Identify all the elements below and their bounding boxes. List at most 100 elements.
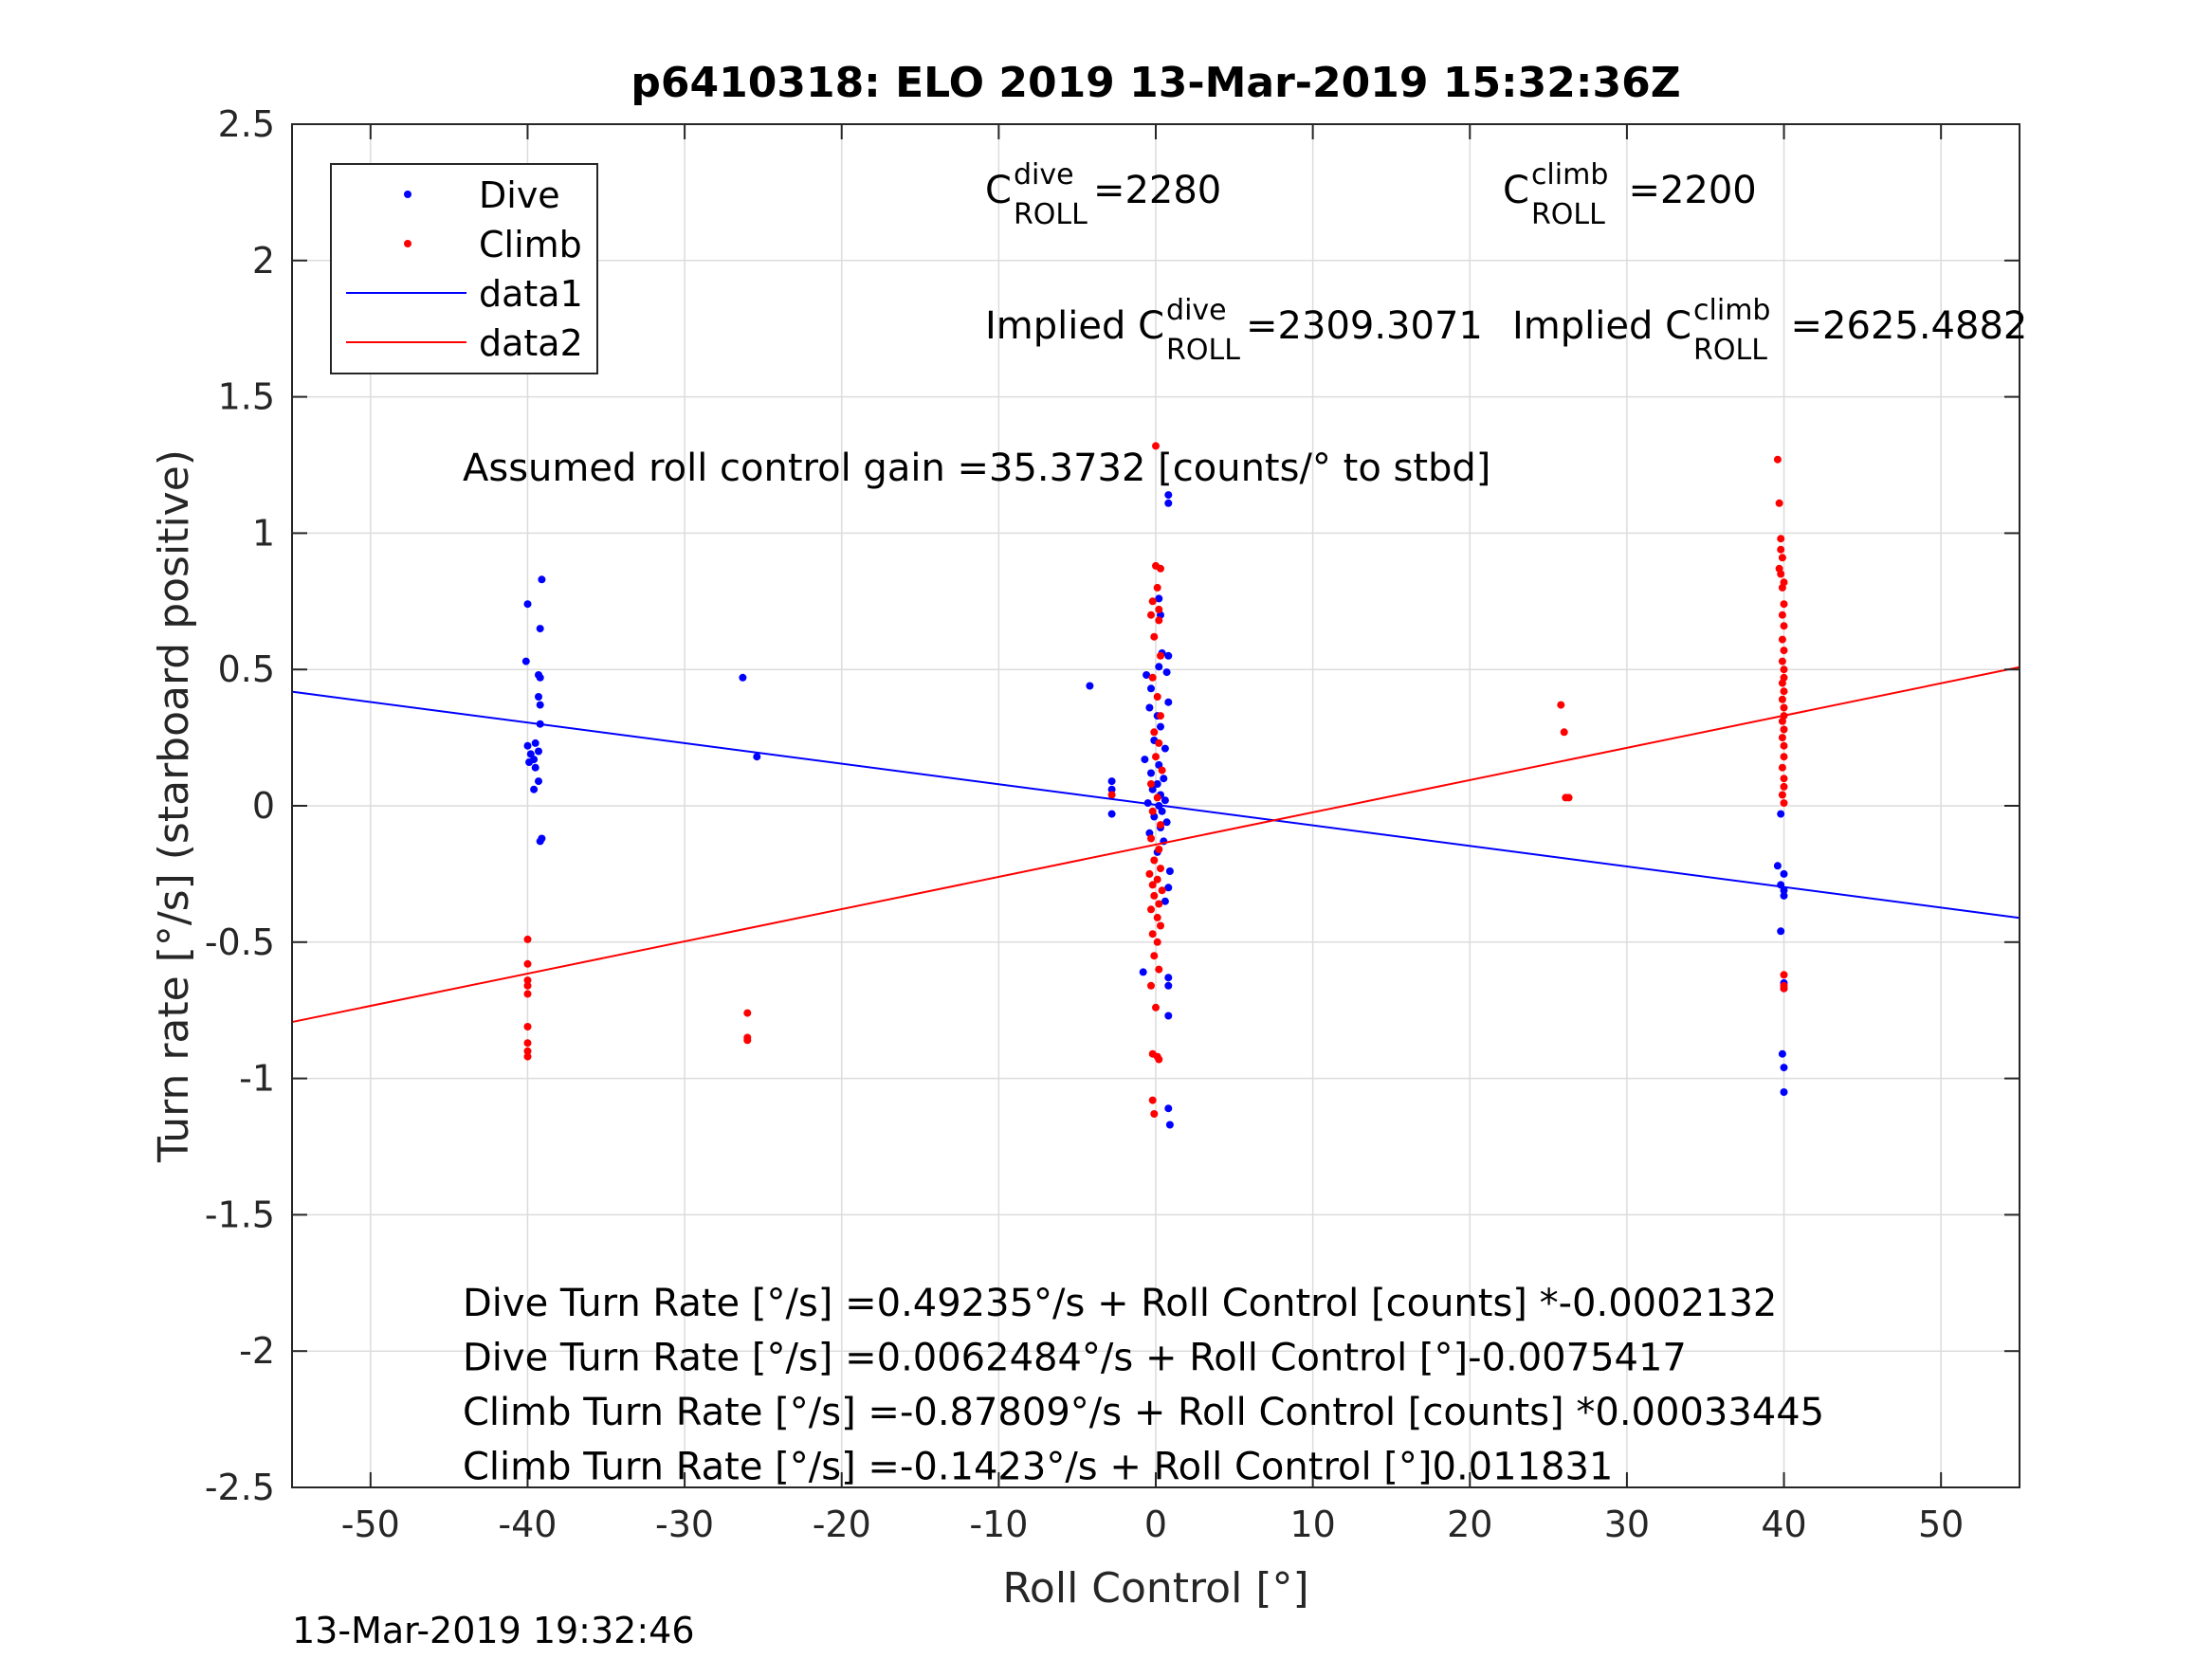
data-point xyxy=(1777,810,1785,818)
data-point xyxy=(1164,491,1173,500)
data-point xyxy=(1780,1064,1788,1072)
data-point xyxy=(523,990,532,998)
data-point xyxy=(1153,793,1161,802)
data-point xyxy=(536,837,544,846)
footer-timestamp: 13-Mar-2019 19:32:46 xyxy=(292,1610,695,1651)
data-point xyxy=(1152,753,1160,761)
axis-ticks: -50 -40 -30 -20 -10 0 10 20 30 40 50-2.5-2-1.5-1-0… xyxy=(205,103,2020,1545)
x-tick-label: -40 xyxy=(498,1504,557,1545)
x-tick-label: 30 xyxy=(1604,1504,1650,1545)
data-point xyxy=(1157,564,1164,573)
data-point xyxy=(1780,782,1788,791)
data-point xyxy=(1780,886,1788,895)
x-tick-label: 0 xyxy=(1144,1504,1167,1545)
fit-equation: Dive Turn Rate [°/s] =0.49235°/s + Roll … xyxy=(463,1282,1777,1325)
data-point xyxy=(1158,766,1166,775)
y-tick-label: 2 xyxy=(252,240,275,282)
data-point xyxy=(521,657,530,665)
data-point xyxy=(1780,1088,1788,1096)
data-point xyxy=(1147,769,1155,777)
data-point xyxy=(1155,663,1163,671)
y-tick-label: -0.5 xyxy=(205,921,275,963)
data-point xyxy=(1155,1055,1163,1064)
data-point xyxy=(1157,722,1164,731)
data-point xyxy=(1155,616,1163,625)
data-point xyxy=(1139,968,1147,976)
data-point xyxy=(1780,703,1788,712)
data-point xyxy=(1778,791,1786,799)
data-point xyxy=(1107,785,1116,793)
x-tick-label: 50 xyxy=(1918,1504,1964,1545)
data-point xyxy=(523,1023,532,1030)
x-tick-label: -50 xyxy=(341,1504,400,1545)
data-point xyxy=(1148,597,1157,606)
data-point xyxy=(1147,834,1155,843)
data-point xyxy=(1780,600,1788,609)
data-point xyxy=(538,575,546,584)
data-point xyxy=(743,1009,752,1017)
data-point xyxy=(1780,665,1788,674)
data-point xyxy=(1153,583,1161,592)
data-point xyxy=(1778,717,1786,725)
data-point xyxy=(1155,594,1163,603)
data-point xyxy=(1150,1110,1159,1118)
data-point xyxy=(523,741,532,750)
data-point xyxy=(530,785,539,793)
data-point xyxy=(1148,881,1157,889)
data-point xyxy=(523,959,532,968)
x-tick-label: 10 xyxy=(1289,1504,1335,1545)
data-point xyxy=(1164,981,1173,990)
data-point xyxy=(1158,807,1166,815)
data-point xyxy=(1560,728,1568,737)
data-point xyxy=(1777,927,1785,936)
chart-title: p6410318: ELO 2019 13-Mar-2019 15:32:36Z xyxy=(631,59,1680,107)
data-point xyxy=(531,763,539,772)
fit-line-data2 xyxy=(291,665,2020,1024)
data-point xyxy=(1150,856,1159,865)
data-point xyxy=(523,1039,532,1048)
y-tick-label: -2.5 xyxy=(205,1467,275,1508)
data-point xyxy=(523,1052,532,1061)
y-axis-label: Turn rate [°/s] (starboard positive) xyxy=(150,449,198,1163)
data-point xyxy=(1160,775,1168,783)
data-point xyxy=(1780,869,1788,878)
data-point xyxy=(1773,455,1782,464)
data-point xyxy=(1147,611,1155,619)
data-point xyxy=(536,625,544,633)
legend-label: Dive xyxy=(479,174,560,216)
data-point xyxy=(1157,865,1164,873)
legend-box xyxy=(330,163,598,374)
fit-equation: Climb Turn Rate [°/s] =-0.1423°/s + Roll… xyxy=(463,1446,1613,1489)
data-point xyxy=(1564,793,1573,802)
data-point xyxy=(1161,796,1169,805)
data-point xyxy=(1165,867,1174,875)
data-point xyxy=(1107,810,1116,818)
data-point xyxy=(1145,869,1154,878)
data-point xyxy=(753,753,761,761)
x-tick-label: 40 xyxy=(1761,1504,1806,1545)
y-tick-label: -1.5 xyxy=(205,1194,275,1235)
data-point xyxy=(1164,698,1173,706)
data-point xyxy=(1773,862,1782,870)
data-point xyxy=(743,1036,752,1045)
data-point xyxy=(1165,1121,1174,1129)
x-axis-label: Roll Control [°] xyxy=(1002,1564,1308,1613)
data-point xyxy=(535,747,542,756)
data-point xyxy=(1775,499,1783,507)
series-data2 xyxy=(291,665,2020,1024)
data-point xyxy=(1164,1104,1173,1113)
data-point xyxy=(1143,671,1151,679)
data-point xyxy=(1164,651,1173,660)
y-tick-label: 2.5 xyxy=(218,103,275,145)
fit-equation: Dive Turn Rate [°/s] =0.0062484°/s + Rol… xyxy=(463,1337,1687,1380)
data-point xyxy=(1148,930,1157,939)
data-point xyxy=(1148,807,1157,815)
data-point xyxy=(1148,673,1157,682)
data-point xyxy=(1153,875,1161,884)
y-tick-label: 1 xyxy=(252,512,275,554)
annotations: Cdive ROLL=2280 Cclimb ROLL=2200 Implied Cdi… xyxy=(463,158,2027,1489)
data-point xyxy=(1161,744,1169,753)
data-point xyxy=(1164,1012,1173,1020)
fit-equation: Climb Turn Rate [°/s] =-0.87809°/s + Rol… xyxy=(463,1391,1824,1434)
data-point xyxy=(1145,703,1154,712)
